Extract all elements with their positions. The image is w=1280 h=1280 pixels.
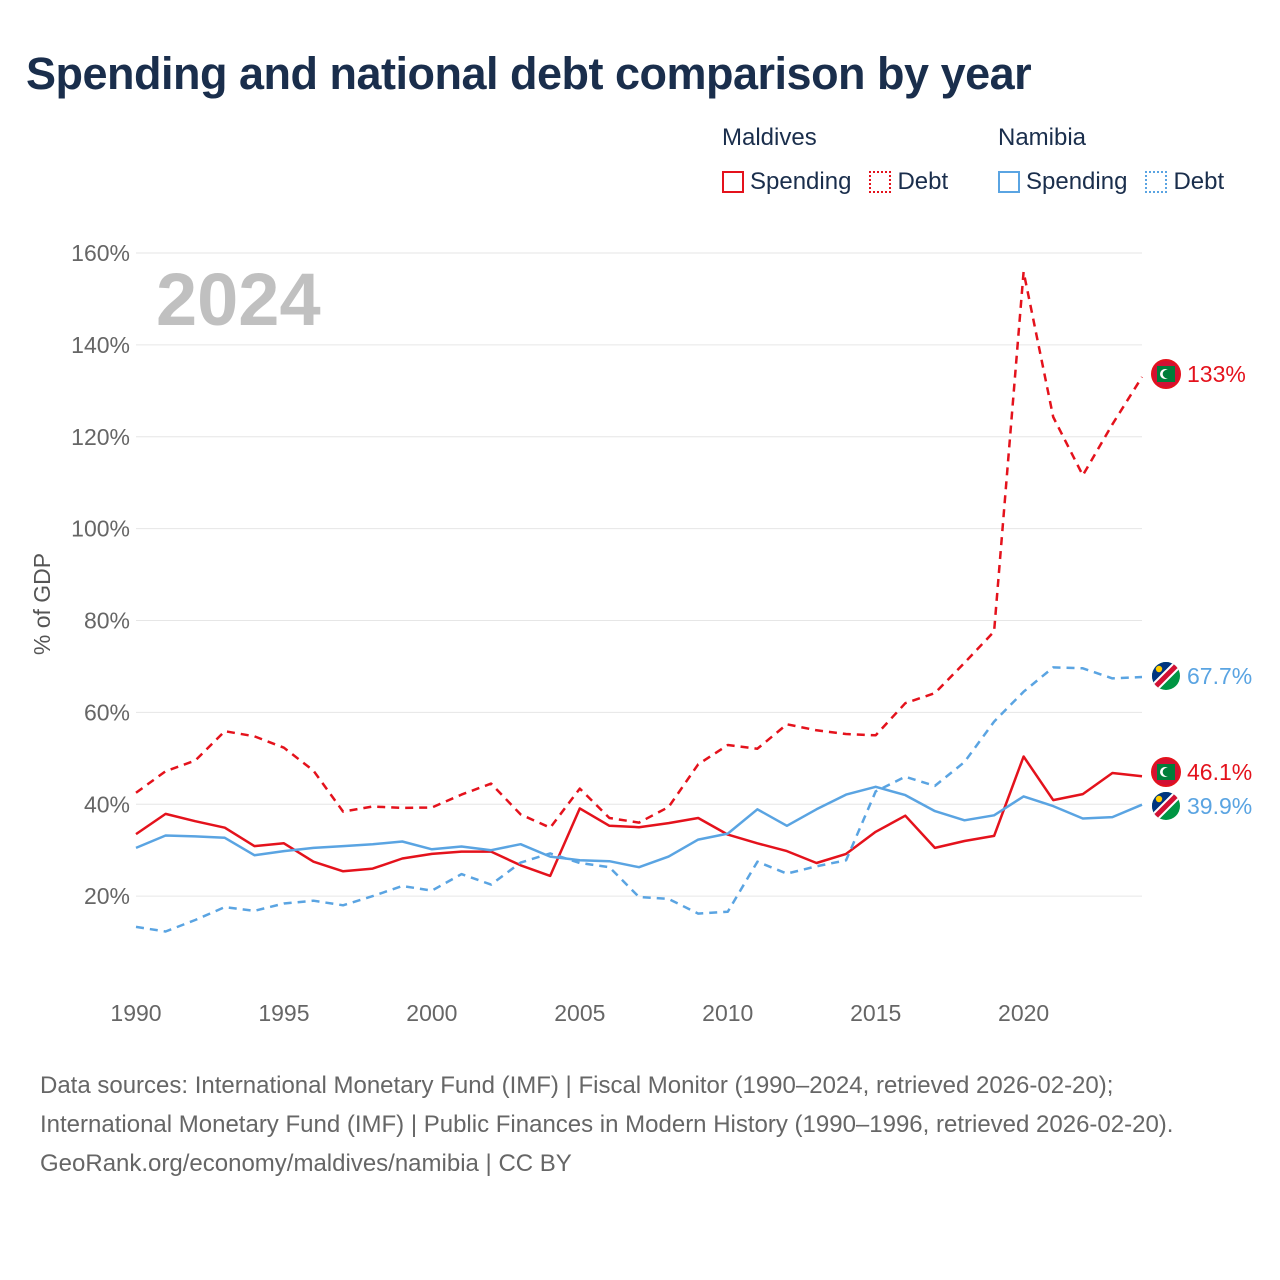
x-tick-label: 1990 [110, 1000, 161, 1026]
legend-swatch-solid-icon [998, 171, 1020, 193]
end-label-namibia-spending: 39.9% [1187, 793, 1252, 819]
y-tick-label: 100% [71, 516, 130, 542]
y-axis-label: % of GDP [29, 553, 55, 655]
series-line-maldives-debt[interactable] [135, 270, 1144, 829]
year-watermark: 2024 [156, 258, 321, 341]
legend-item-maldives-debt[interactable]: Debt [869, 168, 948, 196]
footer: Data sources: International Monetary Fun… [40, 1066, 1240, 1183]
legend-item-namibia-debt[interactable]: Debt [1145, 168, 1224, 196]
series-line-maldives-spending[interactable] [135, 755, 1143, 878]
maldives-flag-icon [1151, 359, 1181, 389]
x-tick-label: 2005 [554, 1000, 605, 1026]
end-label-maldives-debt: 133% [1187, 361, 1246, 387]
credit-link[interactable]: GeoRank.org/economy/maldives/namibia | C… [40, 1150, 572, 1177]
x-tick-label: 2015 [850, 1000, 901, 1026]
legend-label: Spending [1026, 168, 1128, 195]
namibia-flag-icon [1152, 662, 1180, 690]
legend-country-namibia: Namibia [998, 124, 1087, 151]
end-label-maldives-spending: 46.1% [1187, 759, 1252, 785]
chart-title: Spending and national debt comparison by… [26, 48, 1032, 99]
x-tick-label: 2010 [702, 1000, 753, 1026]
legend-swatch-dotted-icon [1145, 171, 1168, 193]
y-tick-label: 20% [84, 883, 130, 909]
series-line-namibia-debt[interactable] [135, 666, 1143, 933]
y-tick-label: 160% [71, 240, 130, 266]
legend-country-maldives: Maldives [722, 124, 817, 151]
legend-label: Spending [750, 168, 852, 195]
y-tick-label: 140% [71, 332, 130, 358]
legend-label: Debt [897, 168, 949, 195]
legend-item-maldives-spending[interactable]: Spending [722, 168, 851, 196]
namibia-flag-icon [1152, 792, 1180, 820]
legend-swatch-solid-icon [722, 171, 744, 193]
legend-label: Debt [1173, 168, 1225, 195]
y-tick-label: 120% [71, 424, 130, 450]
y-tick-label: 60% [84, 699, 130, 725]
x-tick-label: 2000 [406, 1000, 457, 1026]
end-label-namibia-debt: 67.7% [1187, 663, 1252, 689]
legend-item-namibia-spending[interactable]: Spending [998, 168, 1127, 196]
y-tick-label: 40% [84, 791, 130, 817]
legend-swatch-dotted-icon [869, 171, 892, 193]
data-sources: Data sources: International Monetary Fun… [40, 1072, 1174, 1138]
legend-group-namibia: Namibia Spending Debt [998, 124, 1224, 196]
series-line-namibia-spending[interactable] [135, 785, 1143, 869]
x-tick-label: 2020 [998, 1000, 1049, 1026]
x-tick-label: 1995 [258, 1000, 309, 1026]
legend-group-maldives: Maldives Spending Debt [722, 124, 966, 196]
maldives-flag-icon [1151, 757, 1181, 787]
line-chart: 20% 40% 60% 80% 100% 120% 140% 160% 1990 1995 200… [29, 240, 1252, 1026]
y-tick-label: 80% [84, 608, 130, 634]
